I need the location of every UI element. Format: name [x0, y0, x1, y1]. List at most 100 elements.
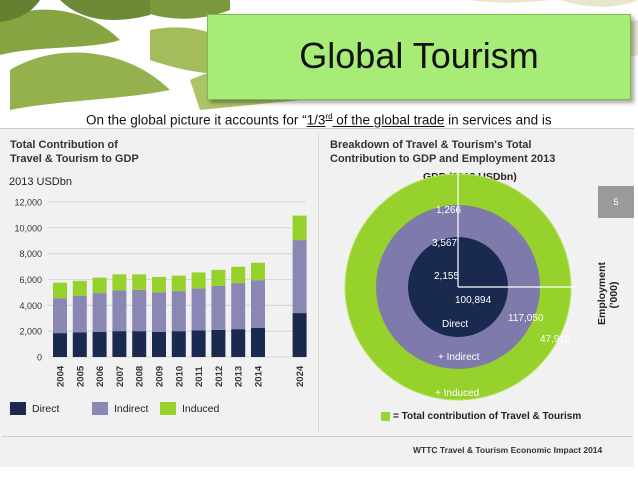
bar-direct — [211, 329, 226, 357]
legend-item-indirect: Indirect — [92, 402, 148, 415]
rings-legend: = Total contribution of Travel & Tourism — [381, 411, 581, 422]
label-direct: Direct — [442, 319, 468, 330]
x-tick-label: 2014 — [254, 365, 265, 387]
concentric-donut-chart: 1,266 3,567 2,155 100,894 Direct 117,050… — [344, 170, 575, 401]
bar-direct — [171, 331, 186, 357]
bar-direct — [132, 331, 147, 357]
title-box: Global Tourism — [207, 14, 631, 100]
subtitle-underlined-2: of the global trade — [332, 112, 445, 128]
bar-induced — [171, 275, 186, 292]
legend-label-direct: Direct — [32, 402, 60, 415]
bar-induced — [72, 280, 87, 296]
right-chart-title: Breakdown of Travel & Tourism's Total Co… — [330, 138, 610, 166]
legend-item-induced: Induced — [160, 402, 219, 415]
legend-label-indirect: Indirect — [114, 402, 149, 415]
page-number-tab[interactable]: 5 — [598, 186, 634, 218]
panel-divider — [318, 134, 319, 432]
label-emp-direct: 100,894 — [455, 295, 492, 306]
rings-legend-swatch — [381, 411, 390, 421]
x-tick-label: 2013 — [234, 366, 245, 387]
bar-indirect — [132, 289, 147, 332]
bar-direct — [92, 331, 107, 357]
label-gdp-induced: 1,266 — [436, 205, 461, 216]
slide-subtitle: On the global picture it accounts for “1… — [86, 112, 606, 128]
stacked-bar-chart: 0 2,000 4,000 6,000 8,000 10,000 12,000 2004 200… — [14, 198, 307, 387]
x-tick-label: 2011 — [194, 366, 205, 387]
bar-chart-legend: Direct Indirect Induced — [8, 402, 308, 420]
right-title-line2: Contribution to GDP and Employment 2013 — [330, 153, 556, 165]
y-tick-label: 6,000 — [19, 275, 42, 285]
y-tick-label: 4,000 — [19, 301, 42, 311]
label-emp-induced: 47,910 — [540, 334, 571, 345]
bar-direct — [53, 333, 67, 357]
bar-direct — [72, 332, 87, 357]
source-footer: WTTC Travel & Tourism Economic Impact 20… — [413, 445, 603, 455]
bar-induced — [152, 276, 166, 293]
x-tick-label: 2006 — [95, 366, 106, 387]
label-indirect: + Indirect — [438, 352, 480, 363]
x-tick-label: 2008 — [135, 366, 146, 387]
bar-indirect — [53, 298, 67, 334]
bar-indirect — [292, 240, 307, 314]
bar-induced — [191, 272, 206, 289]
y-tick-label: 12,000 — [14, 198, 42, 208]
bar-indirect — [152, 292, 166, 332]
subtitle-sup: rd — [325, 112, 333, 121]
slide-title: Global Tourism — [299, 35, 539, 76]
employment-unit: ('000) — [608, 281, 620, 309]
bar-induced — [292, 215, 307, 241]
label-induced: + Induced — [435, 388, 479, 399]
legend-swatch-direct — [10, 402, 26, 415]
bar-induced — [112, 274, 127, 291]
label-gdp-indirect: 3,567 — [432, 238, 457, 249]
left-chart-unit: 2013 USDbn — [9, 176, 72, 188]
bar-direct — [191, 330, 206, 357]
left-title-line2: Travel & Tourism to GDP — [10, 153, 139, 165]
bar-indirect — [92, 293, 107, 332]
left-title-line1: Total Contribution of — [10, 139, 118, 151]
subtitle-post: in services and is — [444, 112, 552, 128]
bar-induced — [231, 266, 246, 284]
bar-indirect — [171, 291, 186, 332]
employment-title: Employment — [596, 261, 608, 325]
legend-item-direct: Direct — [10, 402, 59, 415]
right-title-line1: Breakdown of Travel & Tourism's Total — [330, 139, 532, 151]
label-emp-indirect: 117,050 — [508, 313, 544, 324]
footer-divider — [2, 436, 632, 437]
bar-direct — [251, 327, 265, 357]
rings-legend-text: = Total contribution of Travel & Tourism — [393, 411, 582, 422]
bar-direct — [231, 329, 246, 357]
x-tick-label: 2007 — [115, 366, 126, 387]
x-tick-label: 2010 — [174, 366, 185, 387]
legend-swatch-induced — [160, 402, 176, 415]
y-tick-label: 10,000 — [14, 223, 42, 233]
bar-induced — [211, 269, 226, 286]
bar-induced — [251, 262, 265, 281]
label-gdp-direct: 2,155 — [434, 271, 459, 282]
subtitle-underlined-1: 1/3 — [306, 112, 326, 128]
bar-direct — [112, 331, 127, 357]
bar-direct — [292, 313, 307, 357]
left-chart-title: Total Contribution of Travel & Tourism t… — [10, 138, 210, 166]
y-tick-label: 8,000 — [19, 249, 42, 259]
bar-direct — [152, 331, 166, 357]
legend-swatch-indirect — [92, 402, 108, 415]
bar-induced — [132, 274, 147, 290]
x-tick-label: 2012 — [214, 366, 225, 387]
bar-indirect — [251, 280, 265, 328]
bar-indirect — [191, 288, 206, 331]
x-tick-label: 2009 — [155, 366, 166, 387]
x-tick-label: 2024 — [295, 365, 306, 387]
employment-label: Employment ('000) — [596, 261, 620, 325]
legend-label-induced: Induced — [182, 402, 220, 415]
y-tick-label: 0 — [37, 353, 42, 363]
x-tick-label: 2005 — [75, 365, 86, 387]
bar-indirect — [112, 290, 127, 332]
bar-indirect — [72, 295, 87, 333]
bar-induced — [53, 282, 67, 299]
bar-indirect — [231, 283, 246, 330]
x-tick-label: 2004 — [56, 365, 67, 387]
subtitle-pre: On the global picture it accounts for “ — [86, 112, 307, 128]
bar-indirect — [211, 285, 226, 330]
bar-induced — [92, 277, 107, 294]
